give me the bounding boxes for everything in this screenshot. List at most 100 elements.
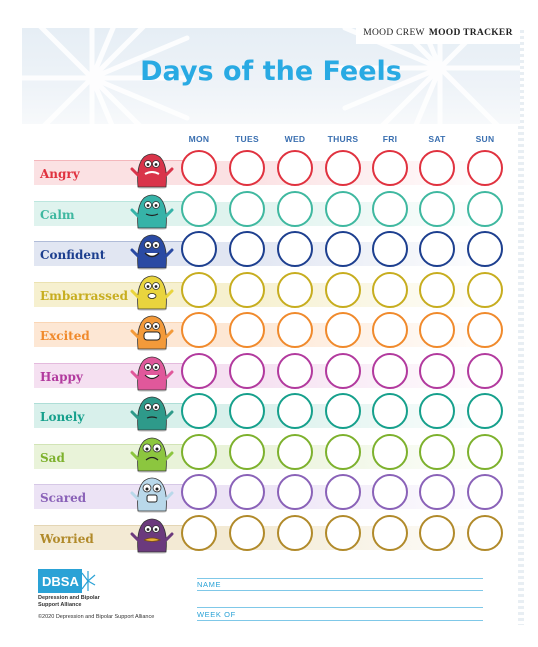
logo-text: DBSA [42, 574, 79, 589]
mood-row-happy: Happy [34, 351, 510, 392]
mood-circle-excited-sat[interactable] [419, 312, 455, 348]
mood-circle-happy-mon[interactable] [181, 352, 217, 389]
mood-row-worried: Worried [34, 513, 510, 554]
mood-circle-angry-tues[interactable] [229, 150, 265, 186]
mood-circle-lonely-fri[interactable] [372, 393, 408, 429]
mood-circle-sad-sat[interactable] [419, 433, 455, 470]
lonely-monster-icon [130, 396, 174, 432]
mood-circle-worried-tues[interactable] [229, 514, 265, 551]
mood-circle-confident-tues[interactable] [229, 231, 265, 267]
header-band [22, 28, 520, 124]
mood-circle-happy-thurs[interactable] [325, 352, 361, 389]
mood-circle-confident-fri[interactable] [372, 231, 408, 267]
mood-circle-sad-tues[interactable] [229, 433, 265, 470]
mood-circle-excited-mon[interactable] [181, 312, 217, 348]
mood-circle-worried-mon[interactable] [181, 514, 217, 551]
mood-circle-excited-thurs[interactable] [325, 312, 361, 348]
mood-circle-lonely-thurs[interactable] [325, 393, 361, 429]
mood-circle-lonely-sat[interactable] [419, 393, 455, 429]
mood-circle-lonely-sun[interactable] [467, 393, 503, 429]
mood-circle-angry-thurs[interactable] [325, 150, 361, 186]
day-header-sat: SAT [428, 134, 446, 144]
excited-monster-icon [130, 315, 174, 351]
day-header-fri: FRI [382, 134, 398, 144]
series-banner: MOOD CREW MOOD TRACKER [356, 22, 520, 44]
mood-circle-calm-sat[interactable] [419, 190, 455, 227]
mood-circle-excited-wed[interactable] [277, 312, 313, 348]
mood-circle-scared-wed[interactable] [277, 474, 313, 510]
mood-bar-rule [34, 281, 184, 283]
name-line-top [197, 578, 483, 579]
mood-row-calm: Calm [34, 189, 510, 230]
mood-circle-happy-tues[interactable] [229, 352, 265, 389]
mood-circle-excited-sun[interactable] [467, 312, 503, 348]
mood-circle-sad-sun[interactable] [467, 433, 503, 470]
calm-monster-icon [130, 194, 174, 230]
mood-label-happy: Happy [40, 369, 83, 384]
day-header-tues: TUES [235, 134, 259, 144]
mood-label-calm: Calm [40, 207, 75, 222]
mood-circle-scared-tues[interactable] [229, 474, 265, 510]
page-title: Days of the Feels [140, 56, 402, 87]
mood-circle-calm-sun[interactable] [467, 190, 503, 227]
mood-label-scared: Scared [40, 491, 87, 505]
mood-circle-angry-fri[interactable] [372, 150, 408, 186]
mood-circle-calm-mon[interactable] [181, 190, 217, 227]
mood-circle-calm-tues[interactable] [229, 190, 265, 227]
mood-circle-confident-sat[interactable] [419, 231, 455, 267]
mood-circle-calm-wed[interactable] [277, 190, 313, 227]
mood-circle-happy-sun[interactable] [467, 352, 503, 389]
mood-circle-embarrassed-thurs[interactable] [325, 271, 361, 308]
mood-circle-angry-mon[interactable] [181, 150, 217, 186]
mood-circle-confident-wed[interactable] [277, 231, 313, 267]
mood-circle-lonely-tues[interactable] [229, 393, 265, 429]
mood-circle-scared-fri[interactable] [372, 474, 408, 510]
mood-circle-angry-wed[interactable] [277, 150, 313, 186]
mood-circle-confident-mon[interactable] [181, 231, 217, 267]
mood-circle-lonely-wed[interactable] [277, 393, 313, 429]
mood-circle-scared-sat[interactable] [419, 474, 455, 510]
mood-bar-rule [34, 443, 184, 445]
mood-circle-lonely-mon[interactable] [181, 393, 217, 429]
week-field[interactable] [197, 620, 483, 621]
mood-circle-excited-fri[interactable] [372, 312, 408, 348]
mood-circle-confident-thurs[interactable] [325, 231, 361, 267]
mood-bar-rule [34, 484, 184, 485]
mood-circle-embarrassed-sat[interactable] [419, 271, 455, 308]
mood-circle-embarrassed-sun[interactable] [467, 271, 503, 308]
mood-circle-angry-sat[interactable] [419, 150, 455, 186]
confident-monster-icon [130, 234, 174, 270]
mood-circle-happy-sat[interactable] [419, 352, 455, 389]
deckled-edge [518, 30, 524, 625]
mood-circle-worried-wed[interactable] [277, 514, 313, 551]
mood-circle-scared-thurs[interactable] [325, 474, 361, 510]
tracker-name: MOOD TRACKER [428, 28, 513, 38]
mood-circle-worried-sun[interactable] [467, 514, 503, 551]
mood-circle-sad-wed[interactable] [277, 433, 313, 470]
mood-circle-happy-fri[interactable] [372, 352, 408, 389]
mood-circle-worried-fri[interactable] [372, 514, 408, 551]
mood-circle-worried-thurs[interactable] [325, 514, 361, 551]
name-field[interactable] [197, 590, 483, 591]
mood-circle-embarrassed-fri[interactable] [372, 271, 408, 308]
mood-circle-scared-mon[interactable] [181, 474, 217, 510]
week-line-top [197, 607, 483, 608]
mood-label-angry: Angry [40, 167, 80, 181]
mood-circle-calm-thurs[interactable] [325, 190, 361, 227]
mood-circle-excited-tues[interactable] [229, 312, 265, 348]
mood-circle-embarrassed-mon[interactable] [181, 271, 217, 308]
mood-row-embarrassed: Embarrassed [34, 270, 510, 311]
mood-circle-calm-fri[interactable] [372, 190, 408, 227]
mood-circle-happy-wed[interactable] [277, 352, 313, 389]
mood-circle-sad-fri[interactable] [372, 433, 408, 470]
mood-circle-sad-thurs[interactable] [325, 433, 361, 470]
mood-circle-sad-mon[interactable] [181, 433, 217, 470]
mood-circle-scared-sun[interactable] [467, 474, 503, 510]
mood-circle-angry-sun[interactable] [467, 150, 503, 186]
mood-circle-embarrassed-tues[interactable] [229, 271, 265, 308]
mood-bar-rule [34, 403, 184, 404]
mood-label-lonely: Lonely [40, 410, 85, 424]
mood-circle-embarrassed-wed[interactable] [277, 271, 313, 308]
mood-circle-confident-sun[interactable] [467, 231, 503, 267]
mood-circle-worried-sat[interactable] [419, 514, 455, 551]
